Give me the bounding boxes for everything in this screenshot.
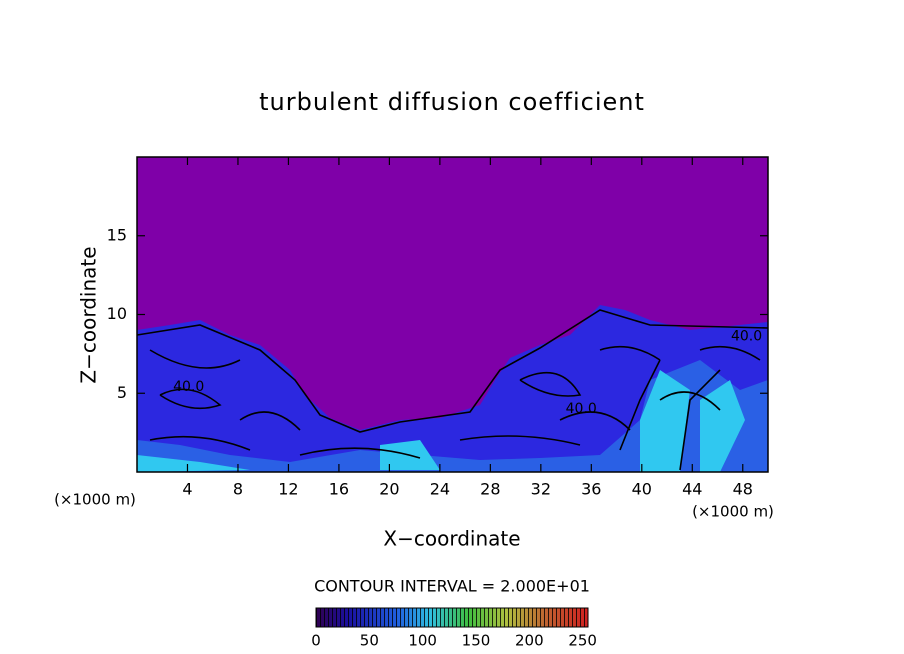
y-unit: (×1000 m) bbox=[54, 491, 136, 509]
x-tick-label: 32 bbox=[531, 480, 551, 499]
x-tick-label: 8 bbox=[233, 480, 243, 499]
x-tick-label: 40 bbox=[632, 480, 652, 499]
x-axis-label: X−coordinate bbox=[383, 527, 520, 551]
colorbar-tick-label: 50 bbox=[360, 632, 379, 650]
x-tick-label: 16 bbox=[329, 480, 349, 499]
contour-label: 40.0 bbox=[731, 329, 762, 345]
field bbox=[137, 305, 768, 472]
colorbar-tick-label: 250 bbox=[568, 632, 597, 650]
x-tick-label: 12 bbox=[278, 480, 298, 499]
x-tick-label: 20 bbox=[379, 480, 399, 499]
colorbar-tick-label: 0 bbox=[311, 632, 321, 650]
colorbar-lines bbox=[316, 608, 588, 627]
x-unit: (×1000 m) bbox=[692, 503, 774, 521]
y-tick-label: 15 bbox=[107, 225, 127, 244]
x-tick-label: 36 bbox=[581, 480, 601, 499]
x-tick-label: 4 bbox=[182, 480, 192, 499]
contour-label: 40.0 bbox=[566, 401, 597, 417]
y-tick-label: 10 bbox=[107, 304, 127, 323]
x-tick-label: 24 bbox=[430, 480, 450, 499]
colorbar-frame bbox=[315, 607, 589, 628]
x-tick-label: 44 bbox=[682, 480, 702, 499]
y-tick-label: 5 bbox=[117, 383, 127, 402]
chart-title: turbulent diffusion coefficient bbox=[259, 88, 645, 116]
y-axis-label: Z−coordinate bbox=[77, 246, 101, 383]
x-tick-label: 48 bbox=[733, 480, 753, 499]
colorbar-tick-label: 150 bbox=[462, 632, 491, 650]
colorbar-tick-label: 200 bbox=[515, 632, 544, 650]
colorbar-tick-label: 100 bbox=[408, 632, 437, 650]
contour-label: 40.0 bbox=[173, 379, 204, 395]
contour-interval: CONTOUR INTERVAL = 2.000E+01 bbox=[314, 577, 590, 596]
x-tick-label: 28 bbox=[480, 480, 500, 499]
